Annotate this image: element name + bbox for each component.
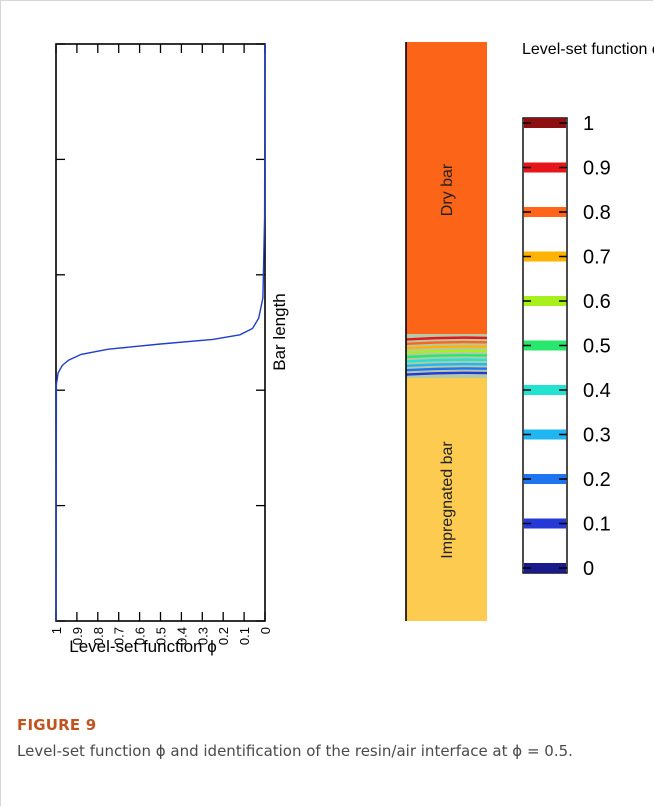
x-tick-label: 0.4 bbox=[174, 627, 189, 645]
colorbar-tick-label: 0.7 bbox=[583, 247, 611, 269]
x-tick-label: 0.1 bbox=[237, 627, 252, 645]
x-tick-label: 0.3 bbox=[195, 627, 210, 645]
interface-contour-line bbox=[405, 340, 488, 345]
x-tick-label: 0.6 bbox=[133, 627, 148, 645]
figure-graphic: 1 0.9 0.8 0.7 0.6 0.5 0.4 0.3 0.2 0.1 0 Level-set … bbox=[49, 41, 654, 656]
interface-contour-line bbox=[405, 349, 488, 354]
colorbar-tick-label: 0.2 bbox=[583, 469, 611, 491]
colorbar-swatches bbox=[523, 118, 567, 573]
colorbar-tick-label: 0.9 bbox=[583, 158, 611, 180]
interface-contour-line bbox=[405, 354, 488, 359]
x-tick-label: 0 bbox=[258, 627, 273, 634]
x-tick-label: 0.8 bbox=[91, 627, 106, 645]
interface-contours bbox=[405, 334, 488, 378]
phi-curve-line bbox=[55, 43, 266, 622]
colorbar-swatch bbox=[524, 340, 566, 351]
interface-contour-line bbox=[405, 345, 488, 350]
colorbar-tick-labels: 0 0.1 0.2 0.3 0.4 0.5 0.6 0.7 0.8 0.9 1 bbox=[583, 113, 611, 580]
x-tick-label: 0.7 bbox=[112, 627, 127, 645]
y-ticks bbox=[56, 43, 265, 622]
figure-caption: Level-set function ϕ and identification … bbox=[17, 742, 573, 760]
x-ticks bbox=[55, 44, 266, 621]
interface-contour-line bbox=[405, 336, 488, 341]
plot-frame bbox=[55, 43, 266, 622]
interface-contour-line bbox=[405, 367, 488, 372]
x-axis-label: Level-set function ϕ bbox=[69, 637, 217, 656]
x-tick-label: 0.5 bbox=[154, 627, 169, 645]
colorbar-tick-label: 0.8 bbox=[583, 202, 611, 224]
colorbar-swatch bbox=[524, 207, 566, 217]
colorbar-tick-label: 0 bbox=[583, 558, 594, 580]
interface-contour-line bbox=[405, 362, 488, 367]
impregnated-bar-region bbox=[406, 378, 487, 621]
colorbar-swatch bbox=[524, 385, 566, 395]
colorbar-swatch bbox=[524, 251, 566, 262]
colorbar-swatch bbox=[524, 296, 566, 306]
colorbar-swatch bbox=[524, 563, 566, 573]
figure-label: FIGURE 9 bbox=[17, 716, 97, 734]
colorbar-swatch bbox=[524, 518, 566, 529]
interface-contour-line bbox=[405, 371, 488, 376]
interface-contour-line bbox=[405, 358, 488, 363]
y-axis-label: Bar length bbox=[270, 293, 289, 371]
x-tick-label: 0.2 bbox=[216, 627, 231, 645]
colorbar-tick-label: 0.1 bbox=[583, 514, 611, 536]
x-tick-labels: 1 0.9 0.8 0.7 0.6 0.5 0.4 0.3 0.2 0.1 0 bbox=[49, 627, 273, 645]
dry-bar-label: Dry bar bbox=[439, 163, 456, 216]
colorbar-swatch bbox=[524, 118, 566, 128]
colorbar-tick-label: 1 bbox=[583, 113, 594, 135]
colorbar-swatch bbox=[524, 162, 566, 173]
colorbar-swatch bbox=[524, 474, 566, 484]
dry-bar-region bbox=[406, 42, 487, 335]
x-tick-label: 0.9 bbox=[70, 627, 85, 645]
level-set-line-plot: 1 0.9 0.8 0.7 0.6 0.5 0.4 0.3 0.2 0.1 0 Level-set … bbox=[49, 43, 289, 656]
x-tick-label: 1 bbox=[49, 627, 64, 634]
colorbar-swatch bbox=[524, 429, 566, 440]
colorbar-tick-label: 0.5 bbox=[583, 336, 611, 358]
colorbar: Level-set function ϕ 0 0.1 0.2 0.3 0.4 0.5 0.6… bbox=[522, 41, 654, 580]
impregnated-bar-label: Impregnated bar bbox=[439, 441, 456, 559]
colorbar-tick-label: 0.3 bbox=[583, 425, 611, 447]
colorbar-tick-label: 0.4 bbox=[583, 380, 611, 402]
colorbar-title: Level-set function ϕ bbox=[522, 41, 654, 58]
colorbar-tick-label: 0.6 bbox=[583, 291, 611, 313]
bar-color-map: Dry bar Impregnated bar bbox=[405, 42, 488, 621]
